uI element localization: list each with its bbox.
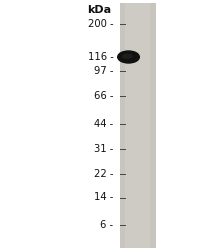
Ellipse shape: [118, 51, 139, 63]
Text: 66 -: 66 -: [94, 91, 113, 101]
Text: 44 -: 44 -: [94, 119, 113, 129]
Text: 6 -: 6 -: [100, 220, 113, 230]
Ellipse shape: [122, 54, 132, 58]
Bar: [120, 2, 156, 248]
Text: 31 -: 31 -: [94, 144, 113, 154]
Text: 200 -: 200 -: [88, 19, 113, 29]
Text: 97 -: 97 -: [94, 66, 113, 76]
Text: kDa: kDa: [87, 5, 111, 15]
Bar: [125, 2, 150, 248]
Text: 14 -: 14 -: [94, 192, 113, 202]
Text: 116 -: 116 -: [87, 52, 113, 62]
Text: 22 -: 22 -: [94, 169, 113, 179]
